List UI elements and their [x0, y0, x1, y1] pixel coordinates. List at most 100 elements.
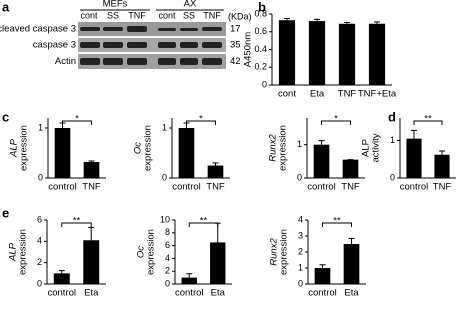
x-tick-label: Eta: [344, 288, 359, 299]
y-tick-label: 1: [298, 262, 303, 272]
significance-bracket: [62, 120, 92, 125]
y-tick-label: 3: [298, 230, 303, 240]
x-tick-label: TNF: [82, 182, 101, 193]
group-label: AX: [184, 0, 197, 10]
bar: [406, 138, 422, 178]
significance-label: **: [333, 216, 341, 227]
lane-label: TNF: [128, 10, 146, 20]
lane-label: cont: [158, 10, 176, 20]
significance-bracket: [321, 120, 351, 125]
y-tick-label: 0: [37, 278, 42, 288]
bar: [278, 20, 296, 85]
blot-row: [78, 38, 226, 52]
y-tick-label: 2: [298, 246, 303, 256]
y-tick-label: 6: [165, 240, 170, 250]
bar: [53, 273, 70, 284]
bar: [308, 21, 326, 86]
y-tick-label: 1: [390, 135, 395, 145]
y-axis-label: activity: [371, 133, 382, 162]
significance-label: **: [73, 216, 81, 227]
unit-label: (KDa): [228, 11, 252, 21]
lane-label: SS: [183, 10, 195, 20]
y-tick-label: 0: [165, 278, 170, 288]
y-tick-label: 0: [298, 278, 303, 288]
bar: [210, 242, 226, 284]
significance-bracket: [186, 120, 216, 125]
panel-label: e: [2, 205, 9, 220]
y-axis-label: expression: [19, 125, 30, 171]
x-tick-label: Eta: [84, 288, 99, 299]
y-tick-label: 1: [162, 122, 167, 132]
panel-label: d: [388, 109, 396, 124]
bar: [313, 144, 330, 178]
x-tick-label: control: [47, 288, 76, 299]
y-tick-label: 10: [160, 214, 170, 224]
y-tick-label: 0: [38, 172, 43, 182]
bar: [342, 159, 359, 178]
y-axis-label: expression: [18, 229, 29, 275]
x-tick-label: cont: [278, 89, 296, 100]
row-label: caspase 3: [33, 40, 76, 51]
row-label: cleaved caspase 3: [0, 24, 76, 35]
y-axis-label: ALP: [9, 138, 20, 158]
y-tick-label: 0: [390, 172, 395, 182]
y-tick-label: 2: [37, 257, 42, 267]
x-tick-label: control: [175, 288, 204, 299]
panel-label: b: [258, 0, 266, 14]
y-tick-label: 1: [297, 139, 302, 149]
x-tick-label: Eta: [310, 89, 325, 100]
significance-bracket: [413, 120, 443, 125]
significance-label: *: [75, 114, 79, 125]
x-tick-label: TNF: [338, 89, 357, 100]
x-tick-label: control: [400, 182, 429, 193]
bar: [83, 162, 100, 178]
y-axis-label: expression: [143, 125, 154, 171]
y-tick-label: 0: [262, 79, 267, 89]
blot-bands: [80, 26, 222, 65]
x-tick-label: TNF+Eta: [358, 89, 397, 100]
bar: [368, 23, 386, 85]
bar: [314, 268, 331, 284]
y-axis-label: ALP: [361, 139, 372, 157]
bar: [343, 244, 360, 284]
row-label: Actin: [55, 56, 76, 67]
y-tick-label: 0.6: [254, 26, 267, 36]
x-tick-label: TNF: [206, 182, 225, 193]
kda-label: 35: [230, 40, 241, 51]
y-tick-label: 0: [297, 172, 302, 182]
significance-bracket: [188, 222, 219, 227]
significance-label: *: [334, 114, 338, 125]
y-tick-label: 6: [37, 214, 42, 224]
bar: [434, 154, 450, 178]
y-axis-label: expression: [146, 229, 157, 275]
blot-row: [78, 54, 226, 69]
significance-label: *: [199, 114, 203, 125]
kda-label: 17: [230, 24, 241, 35]
significance-bracket: [61, 222, 92, 227]
bar: [338, 23, 356, 85]
lane-label: TNF: [203, 10, 221, 20]
y-tick-label: 4: [298, 214, 303, 224]
bar: [181, 277, 197, 284]
y-axis-label: Runx2: [269, 238, 280, 266]
y-tick-label: 0.8: [254, 8, 267, 18]
y-tick-label: 0: [162, 172, 167, 182]
y-axis-label: Runx2: [268, 134, 279, 162]
lane-label: SS: [107, 10, 119, 20]
group-label: MEFs: [103, 0, 128, 10]
kda-label: 42: [230, 56, 241, 67]
y-tick-label: 4: [165, 253, 170, 263]
panel-label: a: [2, 0, 10, 14]
significance-bracket: [322, 222, 352, 227]
x-tick-label: control: [172, 182, 201, 193]
y-axis-label: A450nm: [243, 32, 254, 67]
x-tick-label: TNF: [341, 182, 360, 193]
bar: [83, 240, 100, 284]
y-tick-label: 0.2: [254, 62, 267, 72]
x-tick-label: Eta: [211, 288, 226, 299]
lane-label: cont: [80, 10, 98, 20]
y-axis-label: ALP: [8, 242, 19, 262]
y-axis-label: Oc: [133, 142, 144, 154]
y-tick-label: 8: [165, 227, 170, 237]
